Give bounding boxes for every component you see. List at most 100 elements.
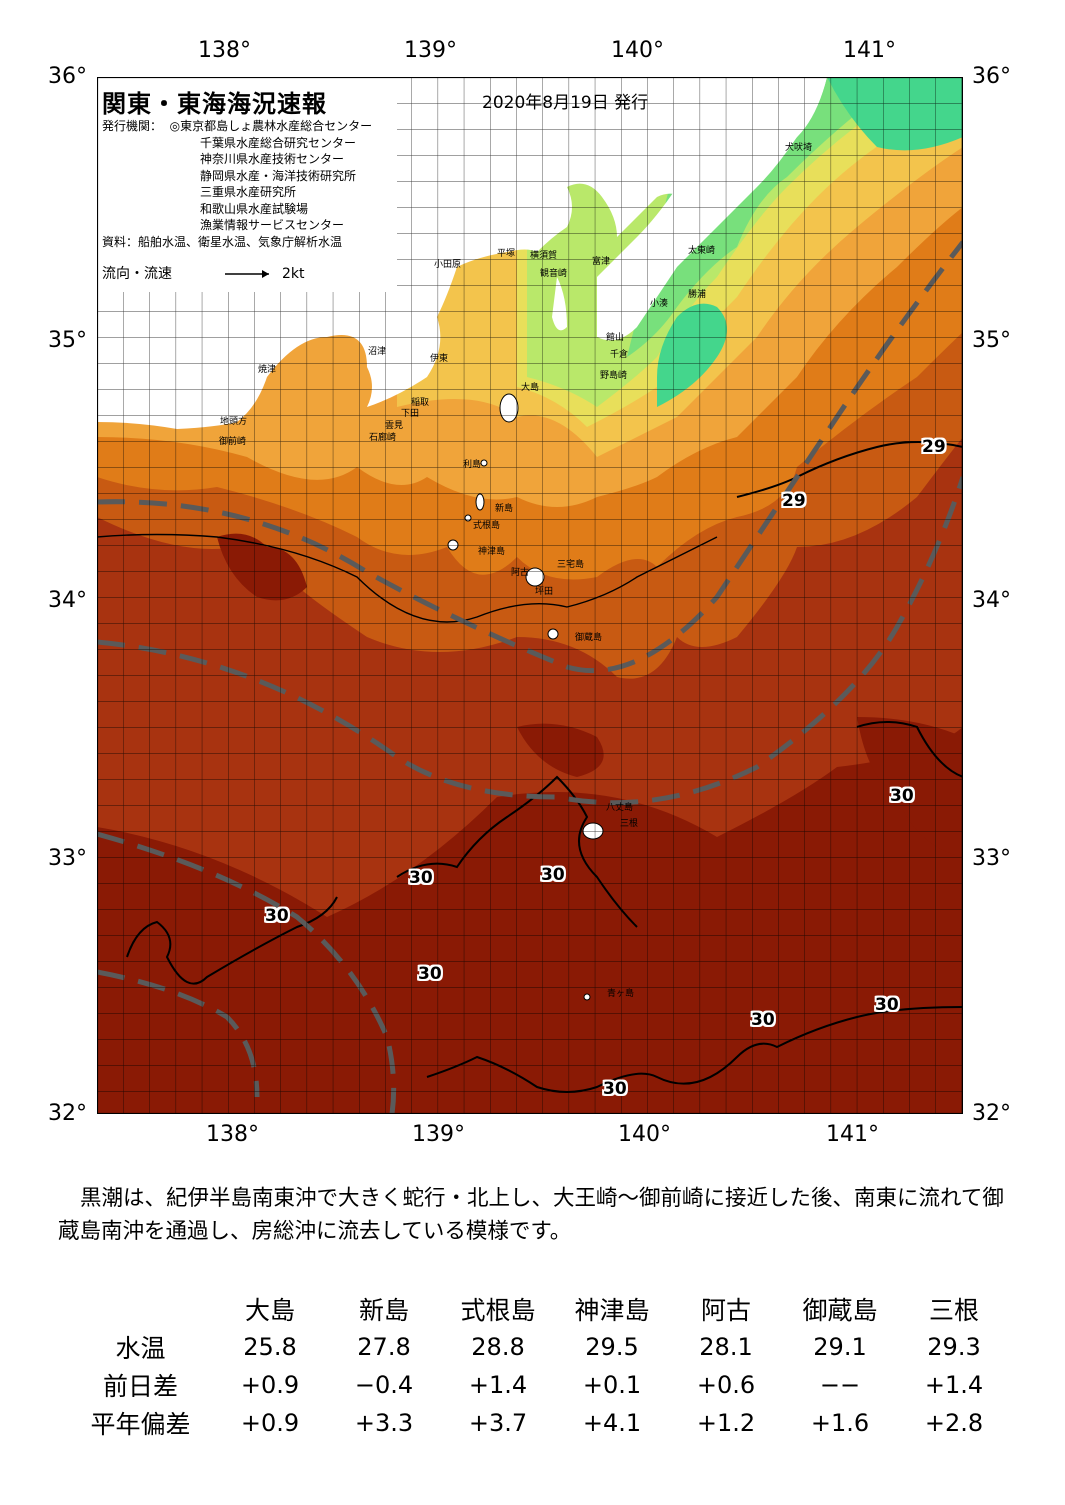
lat-label-32-left: 32°	[48, 1101, 87, 1126]
issue-date: 2020年8月19日 発行	[482, 93, 649, 113]
place-shikinejima: 式根島	[473, 521, 501, 531]
table-cell: +3.7	[468, 1409, 528, 1437]
lon-label-140-bottom: 140°	[618, 1122, 671, 1147]
map-frame	[97, 77, 963, 1114]
place-taito: 太東崎	[688, 246, 716, 256]
place-odawara: 小田原	[434, 260, 462, 270]
table-cell: 29.3	[927, 1333, 981, 1361]
place-kozushima: 神津島	[478, 547, 506, 557]
lon-label-139-top: 139°	[404, 38, 457, 63]
table-cell: +4.1	[582, 1409, 642, 1437]
table-cell: +0.6	[696, 1371, 756, 1399]
lat-label-36-left: 36°	[48, 64, 87, 89]
place-jitogata: 地頭方	[220, 417, 248, 427]
kuroshio-summary: 黒潮は、紀伊半島南東沖で大きく蛇行・北上し、大王崎～御前崎に接近した後、南東に流…	[58, 1186, 1004, 1244]
col-mikune: 三根	[928, 1296, 979, 1325]
data-sources: 資料：船舶水温、衛星水温、気象庁解析水温	[102, 234, 343, 249]
lon-label-140-top: 140°	[611, 38, 664, 63]
place-kannonzaki: 観音崎	[540, 269, 568, 279]
place-aogashima: 青ヶ島	[607, 989, 635, 999]
col-niijima: 新島	[358, 1296, 409, 1325]
issuer-3: 神奈川県水産技術センター	[200, 152, 345, 166]
col-kozushima: 神津島	[574, 1296, 650, 1325]
contour-label-29-east: 29	[922, 437, 946, 457]
col-oshima: 大島	[244, 1296, 295, 1325]
issuer-1: ◎東京都島しょ農林水産総合センター	[169, 119, 373, 133]
table-cell: −0.4	[354, 1371, 414, 1399]
issuer-7: 漁業情報サービスセンター	[200, 218, 345, 232]
lat-label-35-right: 35°	[972, 328, 1011, 353]
place-mera: 雲見	[385, 421, 404, 431]
col-ako: 阿古	[700, 1296, 751, 1325]
place-inubo: 犬吠埼	[785, 143, 813, 153]
row-label-water-temp: 水温	[115, 1334, 166, 1363]
lon-label-141-top: 141°	[843, 38, 896, 63]
col-shikinejima: 式根島	[460, 1296, 536, 1325]
table-cell: +3.3	[354, 1409, 414, 1437]
table-row: 前日差 +0.9 −0.4 +1.4 +0.1 +0.6 −− +1.4	[68, 1366, 1011, 1404]
contour-label-30-b: 30	[541, 865, 565, 885]
issuer-4: 静岡県水産・海洋技術研究所	[200, 168, 357, 183]
place-chikura: 千倉	[610, 350, 629, 360]
issuer-6: 和歌山県水産試験場	[200, 201, 309, 216]
col-mikurajima: 御蔵島	[802, 1296, 878, 1325]
lat-label-36-right: 36°	[972, 64, 1011, 89]
map-title: 関東・東海海況速報	[102, 90, 327, 118]
lat-label-34-left: 34°	[48, 588, 87, 613]
issuers-label: 発行機関：	[102, 119, 163, 133]
place-mikune: 三根	[620, 819, 639, 829]
place-toshima: 利島	[463, 460, 482, 470]
place-tateyama: 館山	[606, 333, 625, 343]
place-yaizu: 焼津	[258, 365, 277, 375]
lon-label-139-bottom: 139°	[412, 1122, 465, 1147]
contour-label-30-east: 30	[890, 786, 914, 806]
table-cell: +0.1	[582, 1371, 642, 1399]
lon-label-138-bottom: 138°	[206, 1122, 259, 1147]
place-inatori: 稲取	[411, 398, 430, 408]
table-cell: 25.8	[243, 1333, 297, 1361]
place-hachijojima: 八丈島	[606, 803, 634, 813]
sea-temperature-map	[97, 77, 963, 1114]
legend-area	[97, 77, 397, 292]
table-row: 水温 25.8 27.8 28.8 29.5 28.1 29.1 29.3	[68, 1328, 1011, 1366]
contour-label-30-g: 30	[603, 1079, 627, 1099]
lat-label-33-right: 33°	[972, 846, 1011, 871]
table-cell: 29.5	[585, 1333, 639, 1361]
issuer-2: 千葉県水産総合研究センター	[200, 135, 357, 150]
current-arrow-head	[262, 270, 269, 278]
place-futtsu: 富津	[592, 257, 611, 267]
table-header-row: 大島 新島 式根島 神津島 阿古 御蔵島 三根	[68, 1290, 1011, 1328]
contour-label-30-d: 30	[418, 964, 442, 984]
lon-label-138-top: 138°	[198, 38, 251, 63]
table-cell: +0.9	[240, 1409, 300, 1437]
issuers-block: 発行機関： ◎東京都島しょ農林水産総合センター 千葉県水産総合研究センター 神奈…	[102, 118, 372, 250]
place-niijima: 新島	[495, 504, 514, 514]
table-cell: 27.8	[357, 1333, 411, 1361]
table-cell: 28.1	[699, 1333, 753, 1361]
place-tsubota: 坪田	[535, 587, 554, 597]
row-label-anomaly: 平年偏差	[90, 1410, 191, 1439]
lat-label-33-left: 33°	[48, 846, 87, 871]
lat-label-35-left: 35°	[48, 328, 87, 353]
place-irozaki: 石廊崎	[369, 433, 397, 443]
place-hiratsuka: 平塚	[497, 249, 516, 259]
table-cell: 28.8	[471, 1333, 525, 1361]
temperature-table: 大島 新島 式根島 神津島 阿古 御蔵島 三根 水温 25.8 27.8 28.…	[68, 1290, 1011, 1442]
contour-label-30-e: 30	[875, 995, 899, 1015]
lat-label-34-right: 34°	[972, 588, 1011, 613]
place-yokosuka: 横須賀	[530, 251, 558, 261]
table-cell: +2.8	[924, 1409, 984, 1437]
lon-label-141-bottom: 141°	[826, 1122, 879, 1147]
place-kominato: 小湊	[650, 299, 669, 309]
table-cell: +1.4	[468, 1371, 528, 1399]
table-cell: 29.1	[813, 1333, 867, 1361]
place-omaezaki: 御前崎	[219, 437, 247, 447]
contour-label-30-c: 30	[265, 906, 289, 926]
place-numazu: 沼津	[368, 347, 387, 357]
current-legend-scale: 2kt	[282, 266, 305, 282]
place-katsuura: 勝浦	[688, 290, 707, 300]
place-miyakejima: 三宅島	[557, 560, 585, 570]
table-cell: −−	[819, 1371, 861, 1399]
row-label-day-diff: 前日差	[102, 1372, 178, 1401]
table-cell: +1.2	[696, 1409, 756, 1437]
